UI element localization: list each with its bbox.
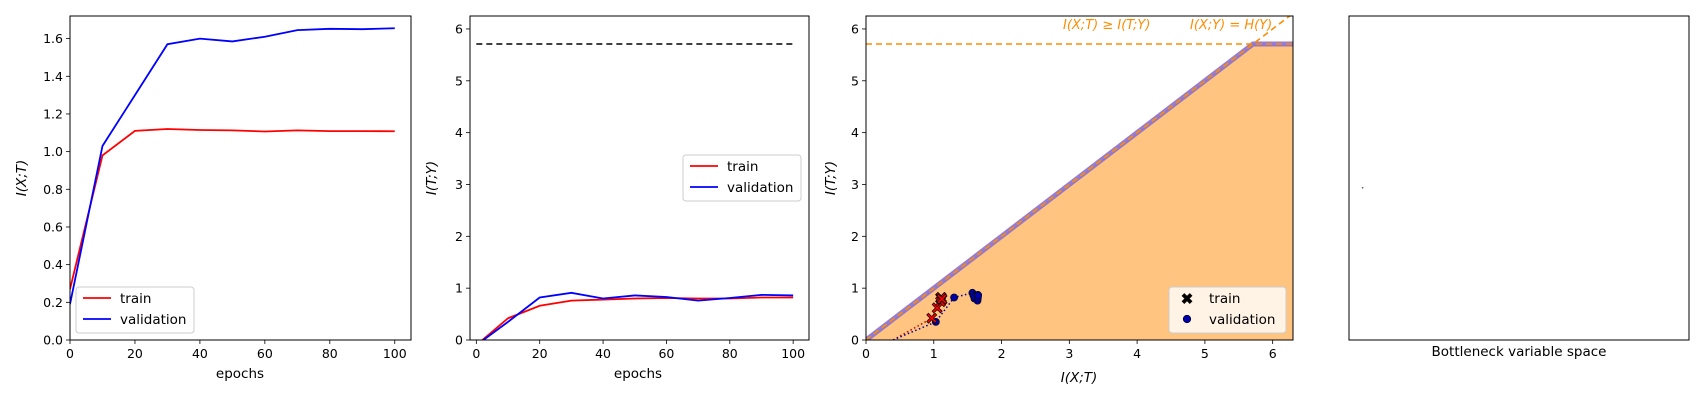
legend-marker-train: ✖	[1181, 290, 1194, 308]
legend-label-validation: validation	[120, 312, 186, 328]
y-tick-label: 3	[455, 177, 463, 192]
panel-epochs-ixt: 0 20 40 60 80 1000.00.20.40.60.81.01.21.41.6 …	[14, 15, 412, 382]
axes-frame	[865, 15, 1294, 341]
x-tick-label: 3	[1065, 346, 1073, 361]
legend: train validation	[682, 154, 802, 202]
annotation-hy: I(X;Y) = H(Y)	[1190, 18, 1272, 33]
x-tick-label: 0	[66, 346, 74, 361]
y-tick-label: 0.4	[43, 257, 63, 272]
x-tick-label: 40	[595, 346, 611, 361]
y-tick-label: 1.6	[43, 31, 63, 46]
x-axis-label: epochs	[614, 366, 662, 382]
y-tick-label: 6	[455, 21, 463, 36]
y-axis-label: I(T;Y)	[424, 161, 440, 195]
legend-marker-validation	[1182, 314, 1192, 324]
feasible-region	[866, 43, 1293, 340]
panel-epochs-ity: 0 20 40 60 80 100 0 1 2 3 4 5 6 epochs I(T;Y) train …	[424, 15, 810, 382]
y-tick-label: 4	[851, 125, 859, 140]
x-tick-label: 0	[862, 346, 870, 361]
x-tick-label: 60	[658, 346, 674, 361]
y-tick-label: 5	[851, 73, 859, 88]
x-tick-label: 2	[998, 346, 1006, 361]
y-tick-label: 1.4	[43, 69, 63, 84]
x-tick-label: 80	[722, 346, 738, 361]
panel-bottleneck-space: Bottleneck variable space	[1348, 15, 1690, 360]
legend-label-train: train	[1209, 291, 1240, 307]
x-tick-label: 0	[472, 346, 480, 361]
legend-label-validation: validation	[727, 180, 793, 196]
axes-frame	[1348, 15, 1690, 341]
y-tick-label: 0.8	[43, 182, 63, 197]
y-tick-label: 0	[851, 333, 859, 348]
x-axis-label: I(X;T)	[1061, 370, 1098, 386]
series-line-train	[70, 128, 395, 290]
bottleneck-point	[1361, 186, 1364, 189]
x-tick-label: 60	[257, 346, 273, 361]
panel-information-plane: 0 1 2 3 4 5 6 0 1 2 3 4 5 6 I(X;T) ≥ I(T;Y) I(X;Y) = …	[823, 15, 1294, 386]
legend: train validation	[75, 286, 195, 334]
validation-point	[950, 293, 959, 302]
x-tick-label: 100	[383, 346, 407, 361]
x-axis-label: epochs	[216, 366, 264, 382]
train-point	[926, 312, 938, 324]
legend-label-train: train	[120, 291, 151, 307]
y-tick-label: 0	[455, 333, 463, 348]
x-tick-label: 20	[127, 346, 143, 361]
y-tick-label: 2	[455, 229, 463, 244]
series-line-validation	[481, 291, 794, 340]
x-tick-label: 40	[192, 346, 208, 361]
axes-frame	[469, 15, 810, 341]
y-tick-label: 0.2	[43, 295, 63, 310]
x-tick-label: 20	[532, 346, 548, 361]
legend-label-train: train	[727, 159, 758, 175]
y-tick-label: 5	[455, 73, 463, 88]
y-tick-label: 1	[455, 281, 463, 296]
validation-point	[974, 291, 983, 300]
annotation-data-processing: I(X;T) ≥ I(T;Y)	[1063, 18, 1150, 33]
y-tick-label: 0.6	[43, 219, 63, 234]
legend-label-validation: validation	[1209, 312, 1275, 328]
y-tick-label: 0.0	[43, 333, 63, 348]
legend: ✖ train validation	[1168, 286, 1287, 334]
series-line-train	[481, 296, 794, 340]
y-axis-label: I(T;Y)	[823, 161, 839, 195]
y-tick-label: 3	[851, 177, 859, 192]
x-axis-label: Bottleneck variable space	[1432, 344, 1607, 360]
x-tick-label: 80	[322, 346, 338, 361]
y-tick-label: 1.0	[43, 144, 63, 159]
y-tick-label: 6	[851, 21, 859, 36]
series-line-validation	[70, 27, 395, 305]
x-tick-label: 5	[1201, 346, 1209, 361]
x-tick-label: 100	[781, 346, 805, 361]
x-tick-label: 6	[1269, 346, 1277, 361]
y-tick-label: 1.2	[43, 106, 63, 121]
train-point	[936, 293, 948, 305]
axes-frame	[69, 15, 412, 341]
y-axis-label: I(X;T)	[14, 160, 30, 197]
y-tick-label: 4	[455, 125, 463, 140]
y-tick-label: 1	[851, 281, 859, 296]
x-tick-label: 4	[1133, 346, 1141, 361]
x-tick-label: 1	[930, 346, 938, 361]
y-tick-label: 2	[851, 229, 859, 244]
